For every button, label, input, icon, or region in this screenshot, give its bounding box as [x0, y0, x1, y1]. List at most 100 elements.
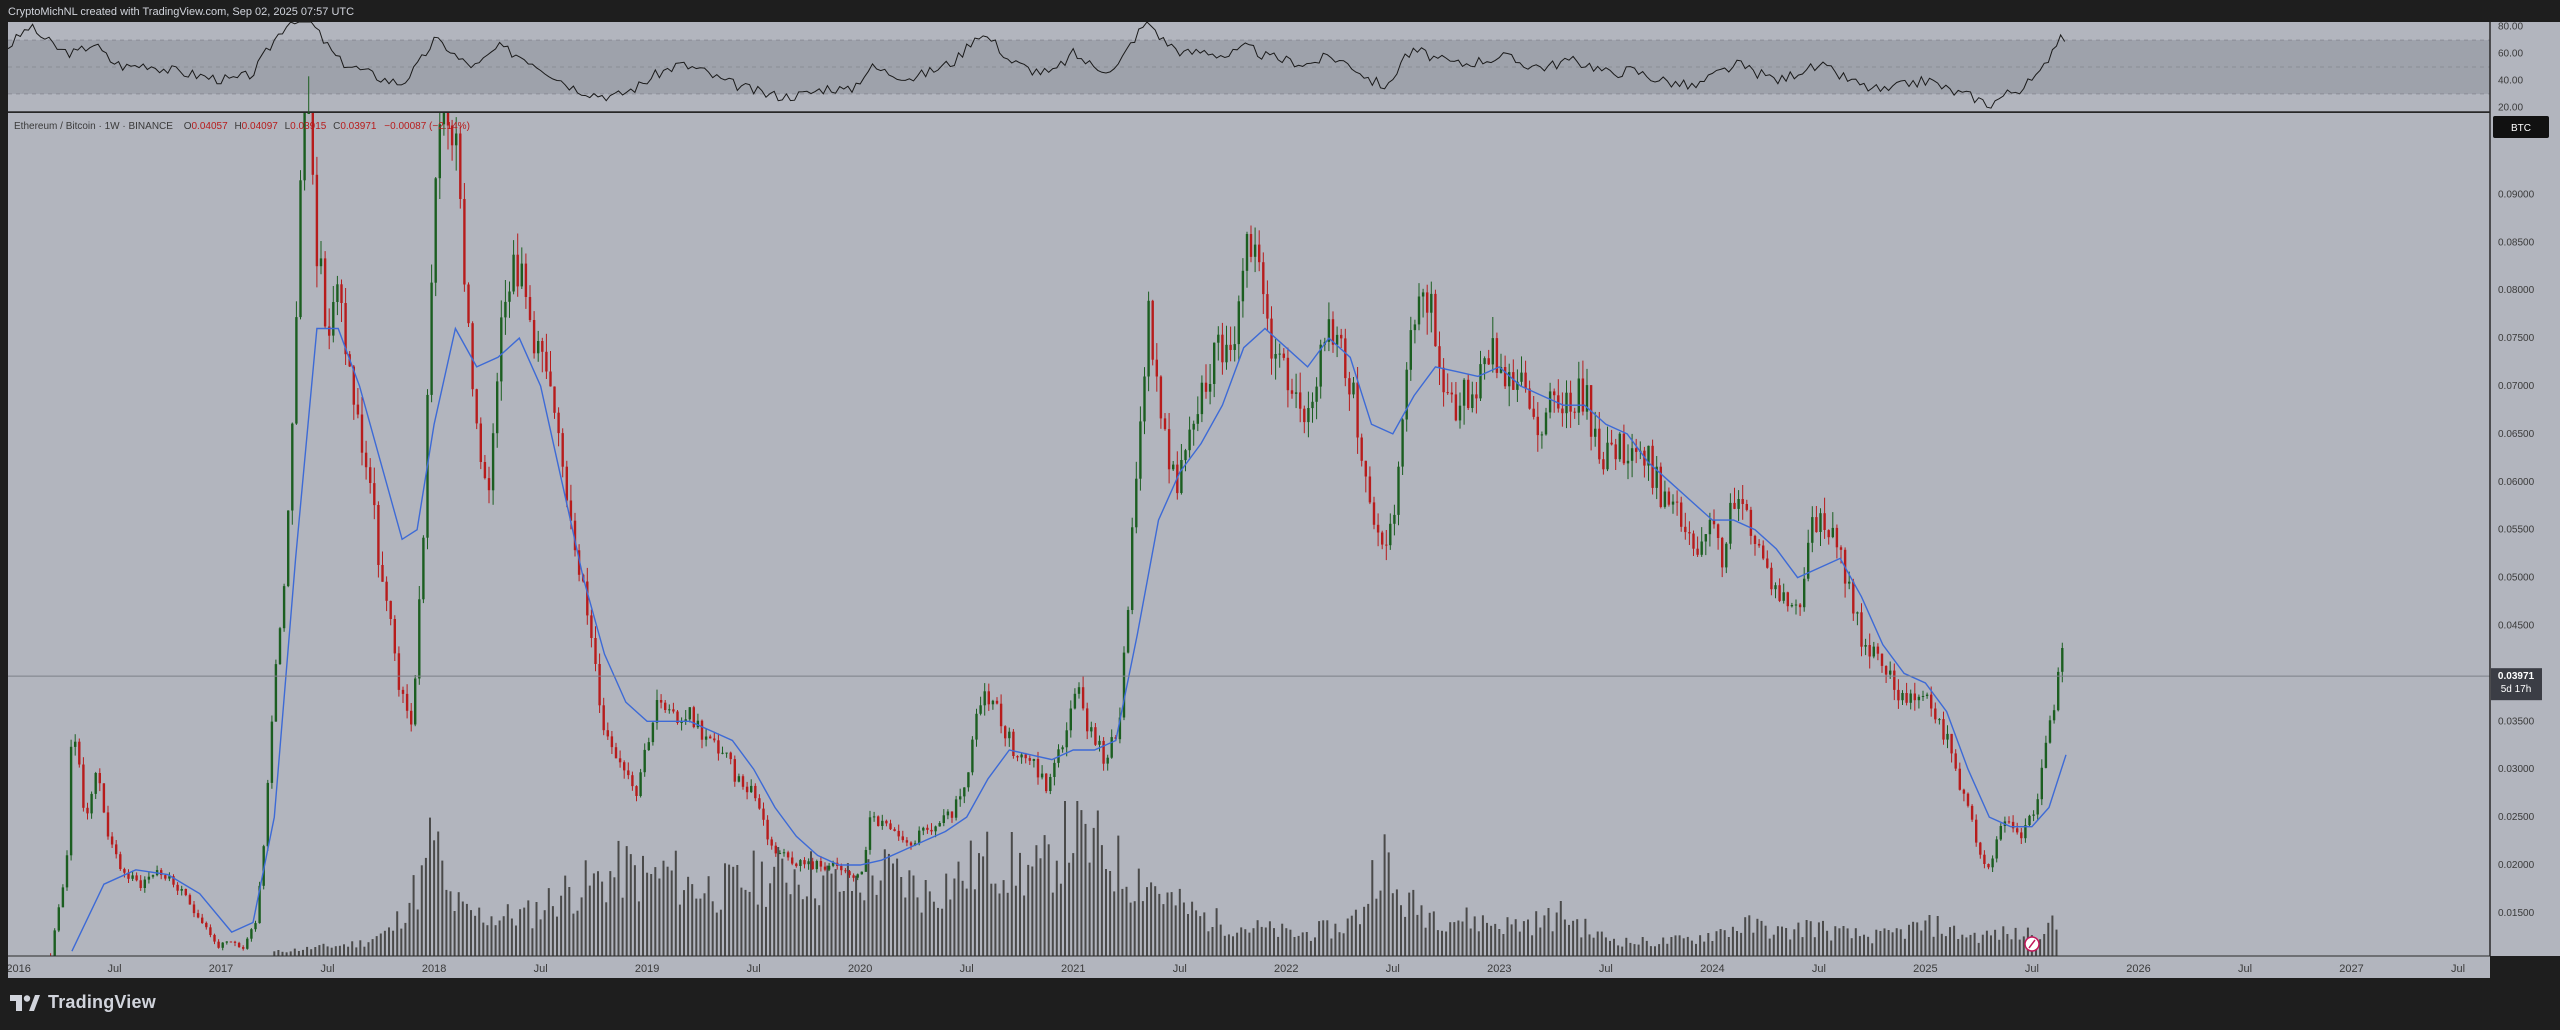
candle-body [807, 861, 810, 865]
volume-bar [691, 884, 694, 956]
candle-body [1827, 530, 1830, 538]
price-tick-label: 0.02000 [2498, 860, 2535, 871]
candle-body [1889, 670, 1892, 675]
volume-bar [699, 898, 702, 956]
candle-body [1241, 270, 1245, 302]
candle-body [659, 700, 663, 703]
candle-body [569, 500, 573, 521]
volume-bar [896, 858, 899, 956]
candle-body [713, 738, 716, 741]
candle-body [188, 895, 192, 905]
volume-bar [1199, 916, 1202, 956]
candle-body [750, 785, 753, 793]
volume-bar [953, 878, 956, 956]
volume-bar [1387, 852, 1390, 956]
candle-body [1561, 408, 1564, 414]
candle-body [344, 303, 347, 355]
candle-body [1749, 509, 1753, 536]
volume-bar [1748, 915, 1751, 956]
volume-bar [1309, 940, 1312, 956]
volume-bar [1998, 939, 2001, 956]
candle-body [971, 739, 974, 773]
candle-body [201, 917, 204, 923]
candle-body [287, 510, 290, 587]
volume-bar [1432, 911, 1435, 956]
volume-bar [687, 876, 690, 956]
volume-bar [1543, 915, 1546, 956]
volume-bar [1994, 929, 1997, 956]
candle-body [311, 113, 314, 175]
volume-bar [1731, 926, 1734, 956]
candle-body [2044, 742, 2048, 768]
volume-bar [1768, 938, 1771, 956]
volume-bar [412, 875, 415, 956]
chart[interactable]: Ethereum / Bitcoin · 1W · BINANCE O0.040… [0, 0, 2560, 978]
volume-bar [924, 880, 927, 956]
volume-bar [396, 911, 399, 956]
volume-bar [1182, 902, 1185, 956]
volume-bar [830, 873, 833, 956]
candle-body [442, 113, 446, 125]
volume-bar [711, 901, 714, 956]
volume-bar [797, 884, 800, 956]
volume-bar [343, 944, 345, 956]
candle-body [741, 776, 745, 787]
volume-bar [1232, 936, 1234, 956]
volume-bar [1092, 827, 1095, 956]
volume-bar [1637, 944, 1640, 956]
candle-body [1348, 378, 1351, 395]
volume-bar [1613, 938, 1615, 956]
time-tick-label: 2018 [422, 963, 446, 975]
volume-bar [818, 905, 821, 956]
candle-body [1876, 646, 1880, 654]
pencil-marker-icon[interactable] [2024, 936, 2040, 952]
volume-bar [1715, 931, 1718, 956]
candle-body [1016, 756, 1019, 758]
candle-body [602, 705, 605, 731]
volume-bar [351, 941, 354, 956]
candle-body [2040, 767, 2043, 800]
volume-bar [613, 877, 616, 956]
candle-body [639, 772, 642, 796]
volume-bar [1699, 935, 1702, 956]
candle-body [65, 855, 69, 888]
candle-body [1270, 318, 1273, 359]
volume-bar [441, 860, 444, 956]
candle-body [995, 700, 999, 704]
candle-body [463, 199, 466, 285]
time-axis[interactable] [8, 956, 2490, 978]
price-axis[interactable] [2490, 22, 2560, 956]
time-tick-label: Jul [960, 963, 974, 975]
candle-body [1102, 740, 1105, 764]
candle-body [565, 466, 568, 501]
tradingview-logo[interactable]: TradingView [10, 992, 156, 1013]
candle-body [1794, 604, 1798, 606]
volume-bar [1932, 936, 1935, 956]
candle-body [729, 752, 732, 760]
candle-body [1143, 376, 1146, 422]
volume-bar [834, 869, 837, 956]
candle-body [1434, 293, 1437, 347]
candle-body [1303, 408, 1306, 423]
candle-body [1274, 354, 1277, 359]
volume-bar [1359, 924, 1361, 956]
candle-body [1086, 708, 1089, 732]
open-value: 0.04057 [192, 121, 229, 132]
candle-body [467, 284, 470, 324]
time-tick-label: 2024 [1700, 963, 1724, 975]
price-tick-label: 0.05500 [2498, 525, 2535, 536]
volume-bar [388, 927, 390, 956]
volume-bar [1822, 920, 1824, 956]
volume-bar [1281, 923, 1284, 956]
volume-bar [1391, 893, 1394, 956]
candle-body [1299, 392, 1302, 409]
candle-body [1454, 394, 1458, 421]
candle-body [770, 839, 773, 846]
volume-bar [662, 860, 665, 956]
candle-body [1872, 646, 1875, 657]
candle-body [1065, 730, 1068, 748]
candle-body [1237, 301, 1240, 345]
volume-bar [1719, 929, 1722, 956]
volume-bar [1572, 920, 1575, 956]
volume-bar [592, 873, 595, 956]
